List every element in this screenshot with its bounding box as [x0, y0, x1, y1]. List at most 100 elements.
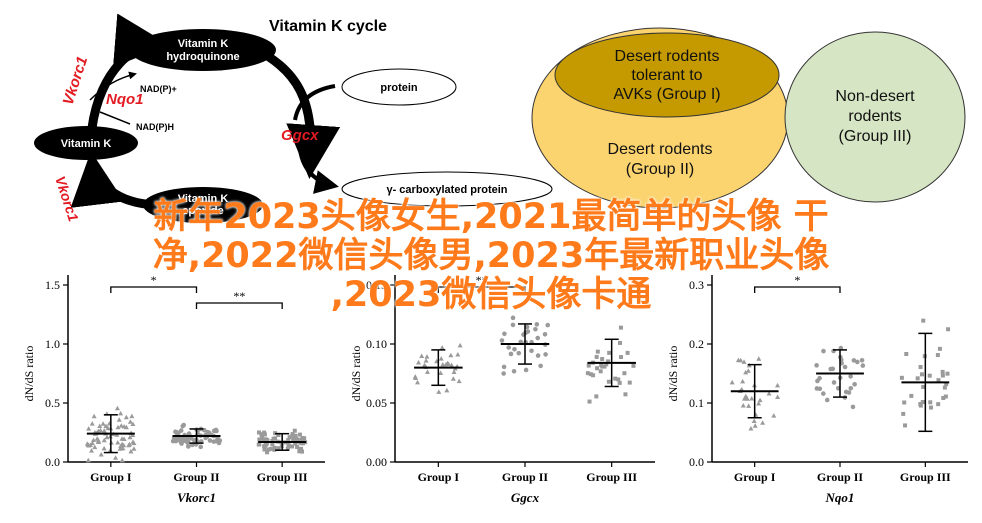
- data-point: [119, 457, 125, 463]
- data-point: [451, 369, 457, 375]
- data-point: [766, 390, 772, 396]
- data-point: [450, 376, 456, 381]
- data-point: [424, 369, 430, 374]
- data-point: [300, 435, 305, 440]
- data-point: [115, 439, 121, 445]
- data-point: [545, 322, 551, 328]
- data-point: [623, 392, 628, 397]
- data-point: [114, 405, 120, 411]
- data-point: [265, 438, 270, 443]
- data-point: [595, 366, 600, 371]
- x-axis-label: Vkorc1: [177, 490, 216, 505]
- data-point: [123, 414, 129, 420]
- data-point: [262, 430, 267, 435]
- data-point: [771, 413, 777, 418]
- data-point: [260, 434, 265, 439]
- data-point: [775, 382, 781, 388]
- data-point: [921, 318, 926, 323]
- data-point: [848, 385, 854, 391]
- data-point: [297, 446, 302, 451]
- x-tick-label: Group II: [173, 470, 219, 484]
- data-point: [299, 441, 304, 446]
- data-point: [173, 438, 179, 444]
- data-point: [457, 342, 463, 348]
- data-point: [287, 435, 292, 440]
- overlay-line-3: ,2023微信头像卡通: [330, 275, 652, 315]
- significance-bracket: [110, 286, 198, 293]
- significance-bracket: [437, 286, 526, 293]
- data-point: [127, 419, 133, 424]
- data-point: [268, 446, 273, 451]
- data-point: [943, 394, 948, 399]
- data-point: [756, 356, 762, 361]
- data-point: [740, 402, 746, 408]
- data-point: [533, 326, 538, 332]
- data-point: [448, 352, 454, 358]
- data-point: [936, 402, 941, 407]
- data-point: [436, 389, 442, 394]
- data-point: [936, 378, 941, 383]
- x-tick-label: Group II: [502, 470, 548, 484]
- data-point: [104, 434, 110, 440]
- data-point: [748, 426, 754, 431]
- data-point: [940, 369, 945, 374]
- data-point: [186, 444, 191, 449]
- data-point: [842, 364, 848, 370]
- node-epoxide: [143, 187, 263, 223]
- data-point: [899, 375, 904, 380]
- data-point: [752, 423, 758, 428]
- node-protein: [341, 68, 457, 106]
- data-point: [757, 397, 763, 403]
- x-axis-label: Nqo1: [825, 490, 855, 505]
- data-point: [178, 437, 184, 442]
- data-point: [622, 371, 627, 376]
- data-point: [271, 436, 276, 441]
- data-point: [272, 447, 277, 452]
- y-tick-label: 1.0: [45, 337, 60, 351]
- data-point: [821, 391, 826, 396]
- data-point: [617, 380, 622, 385]
- data-point: [828, 366, 834, 372]
- data-point: [86, 443, 92, 448]
- data-point: [118, 443, 124, 449]
- data-point: [265, 450, 270, 455]
- x-tick-label: Group III: [586, 470, 637, 484]
- data-point: [213, 427, 219, 433]
- data-point: [745, 368, 751, 373]
- data-point: [293, 433, 298, 438]
- data-point: [412, 374, 418, 379]
- data-point: [901, 411, 906, 416]
- data-point: [90, 437, 96, 442]
- dnds-charts: 0.0 0.5 1.0 1.5 dN/dS ratio Group I Group II Gr…: [22, 273, 968, 505]
- data-point: [261, 437, 266, 442]
- data-point: [185, 439, 191, 445]
- data-point: [617, 340, 622, 345]
- label-nadp-plus: NAD(P)+: [140, 84, 177, 94]
- data-point: [942, 385, 947, 390]
- data-point: [198, 444, 204, 450]
- data-point: [606, 379, 611, 384]
- data-point: [131, 446, 137, 451]
- data-point: [443, 361, 449, 367]
- node-protein-label: protein: [380, 82, 418, 94]
- y-axis-label: dN/dS ratio: [349, 346, 363, 402]
- data-point: [262, 447, 267, 452]
- data-point: [502, 331, 507, 337]
- y-tick-label: 1.5: [45, 278, 60, 292]
- data-point: [130, 421, 136, 426]
- data-point: [455, 352, 461, 357]
- data-point: [523, 367, 529, 373]
- data-point: [129, 413, 135, 419]
- significance-label: **: [233, 289, 245, 303]
- data-point: [444, 387, 450, 393]
- node-vitamin-k: [34, 126, 138, 160]
- node-vitamin-k-label: Vitamin K: [61, 138, 112, 150]
- data-point: [606, 359, 611, 364]
- data-point: [600, 364, 605, 369]
- data-point: [286, 438, 291, 443]
- data-point: [207, 438, 213, 443]
- significance-label: **: [476, 273, 488, 287]
- data-point: [419, 353, 425, 358]
- data-point: [588, 372, 593, 377]
